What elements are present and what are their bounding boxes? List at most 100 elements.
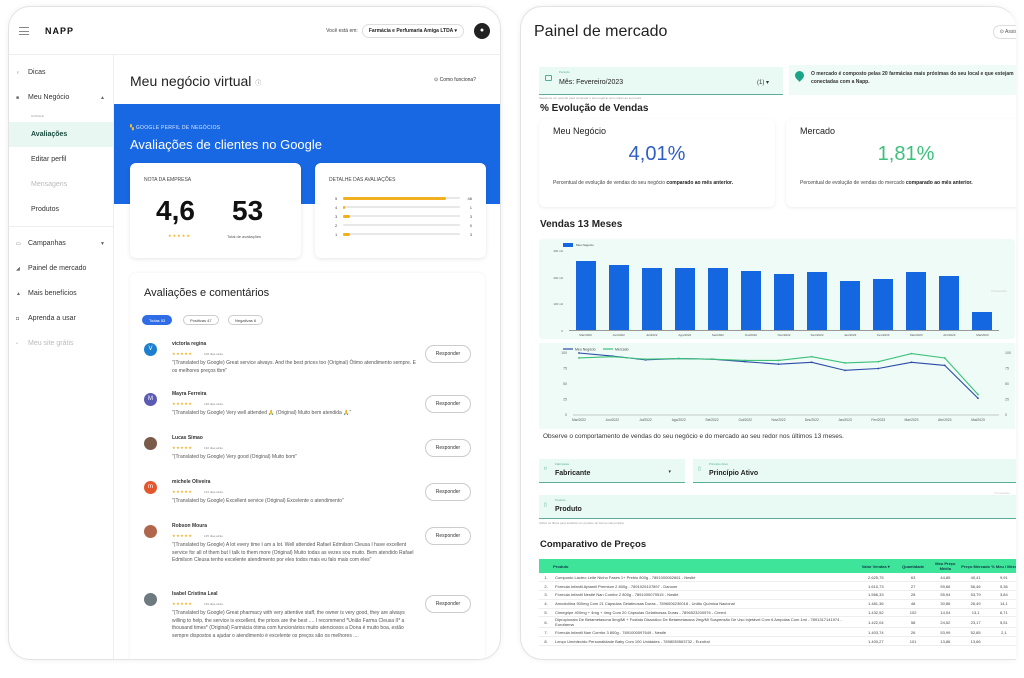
rating-bar <box>343 196 460 200</box>
reply-button[interactable]: Responder <box>425 345 471 363</box>
table-row[interactable]: 6. Dipropionato De Betametasona 5mg/Ml + … <box>539 616 1016 629</box>
table-cell: 2.625,75 <box>855 573 896 583</box>
sidebar-subitem-produtos[interactable]: Produtos <box>31 206 60 213</box>
manufacturer-select[interactable]: ⌑ Fabricante Fabricante ▾ <box>539 459 685 483</box>
product-input[interactable]: ▯ Produto Produto Privacidade <box>539 491 1016 519</box>
reply-button[interactable]: Responder <box>425 439 471 457</box>
sidebar-item-aprenda-usar[interactable]: ◘ Aprenda a usar <box>16 315 76 322</box>
sidebar-item-mais-beneficios[interactable]: ▲ Mais benefícios <box>16 290 77 297</box>
star-count: 0 <box>469 222 472 228</box>
x-axis-label: Fev/2023 <box>871 418 885 422</box>
bar[interactable] <box>906 271 927 330</box>
sidebar-item-meu-negocio[interactable]: ■ Meu Negócio ▲ <box>16 94 105 101</box>
y-axis-tick: 25 <box>563 398 567 402</box>
sales-bar-chart: Meu Negócio 0 100 mil 200 mil 300 mil Mar/20… <box>539 239 1015 339</box>
line-chart-area: 0 0 25 25 50 50 75 75 100 100 Mar/2022 Jun/2022 Jul/… <box>539 343 1015 429</box>
table-row[interactable]: 5. Cimegripe 400mg + 4mg + 4mg Com 20 Cáp… <box>539 608 1016 618</box>
table-row[interactable]: 1. Composto Lácteo Leite Ninho Fases 1+ P… <box>539 573 1016 583</box>
active-ingredient-input[interactable]: ▯ Princípio Ativo Princípio Ativo <box>693 459 1016 483</box>
market-info-text: O mercado é composto pelas 20 farmácias … <box>811 71 1014 85</box>
reply-button[interactable]: Responder <box>425 527 471 545</box>
chevron-down-icon: ▼ <box>100 240 105 247</box>
table-cell: 14,04 <box>930 608 961 618</box>
sidebar-subitem-avaliacoes[interactable]: Avaliações <box>9 122 113 147</box>
reviewer-avatar <box>144 525 157 538</box>
review-text: "(Translated by Google) Excellent servic… <box>172 498 344 504</box>
table-cell: 13,66 <box>960 636 991 647</box>
bar[interactable] <box>807 272 828 330</box>
bar[interactable] <box>873 278 894 330</box>
bar[interactable] <box>840 280 861 330</box>
table-cell: 53,99 <box>930 627 961 638</box>
table-cell: 8. <box>539 636 554 647</box>
y-axis-tick: 50 <box>563 382 567 386</box>
how-it-works-link[interactable]: ⊙ Como funciona? <box>433 77 476 83</box>
table-cell: 26,49 <box>960 599 991 609</box>
bar[interactable] <box>608 264 629 330</box>
filter-negative[interactable]: Negativas 6 <box>228 315 264 325</box>
table-row[interactable]: 4. Amoxicilina 500mg Com 21 Cápsulas Gela… <box>539 599 1016 609</box>
table-row[interactable]: 2. Fórmula Infantil Aptamil Premium 2 800… <box>539 581 1016 592</box>
table-row[interactable]: 3. Fórmula Infantil Nestlé Nan Comfor 2 8… <box>539 590 1016 600</box>
table-cell: 1.403,74 <box>855 627 896 638</box>
bar[interactable] <box>575 261 596 330</box>
table-cell: Lenço Umedecido Personalidade Baby Com 1… <box>553 636 856 647</box>
chart-note: Observe o comportamento de vendas do seu… <box>543 433 844 440</box>
star-count: 3 <box>469 231 472 237</box>
sidebar-subitem-editar-perfil[interactable]: Editar perfil <box>31 156 67 163</box>
table-cell: 102 <box>895 608 931 618</box>
x-axis-label: Jul/2022 <box>646 333 658 337</box>
table-cell: 28 <box>895 590 931 600</box>
column-header: Preço Mercado <box>960 559 991 573</box>
bar[interactable] <box>641 268 662 330</box>
location-pin-icon <box>793 69 806 82</box>
sidebar-item-meu-site[interactable]: ▫ Meu site grátis <box>16 340 74 347</box>
sidebar-item-dicas[interactable]: ♀ Dicas <box>16 69 46 76</box>
bar[interactable] <box>674 267 695 330</box>
table-cell: 2,1 <box>990 627 1016 638</box>
chart-legend: Meu Negócio <box>563 243 594 247</box>
sidebar-item-campanhas[interactable]: ▭ Campanhas ▼ <box>16 240 105 247</box>
reply-button[interactable]: Responder <box>425 595 471 613</box>
sidebar-item-painel-mercado[interactable]: ◢ Painel de mercado <box>16 265 87 272</box>
review-text: "(Translated by Google) Very well attend… <box>172 410 352 416</box>
table-row[interactable]: 7. Fórmula Infantil Nan Comfor 3 800g - 7… <box>539 627 1016 638</box>
sidebar-subitem-mensagens[interactable]: Mensagens <box>31 181 68 188</box>
table-row[interactable]: 8. Lenço Umedecido Personalidade Baby Com… <box>539 636 1016 647</box>
table-cell: 1.422,04 <box>855 616 896 629</box>
reviewer-avatar: M <box>144 393 157 406</box>
x-axis-label: Mai/2023 <box>976 333 989 337</box>
sales-line-chart-container: 0 0 25 25 50 50 75 75 100 100 Mar/2022 Jun/2022 Jul/… <box>539 343 1015 449</box>
column-header[interactable]: Valor Vendas ▾ <box>855 559 896 573</box>
sales-title: Vendas 13 Meses <box>540 219 623 230</box>
table-cell: 40,41 <box>960 573 991 583</box>
reply-button[interactable]: Responder <box>425 395 471 413</box>
filter-positive[interactable]: Positivas 47 <box>183 315 219 325</box>
x-axis-label: Set/2022 <box>711 333 724 337</box>
info-icon[interactable]: ⓘ <box>255 80 262 87</box>
bar[interactable] <box>774 274 794 330</box>
column-header: Produto <box>553 559 856 573</box>
kpi-value: 1,81% <box>877 143 935 165</box>
hamburger-menu-icon[interactable] <box>19 26 29 35</box>
store-selector[interactable]: Farmácia e Perfumaria Amiga LTDA ▾ <box>361 23 464 38</box>
x-axis-label: Jan/2023 <box>838 418 852 422</box>
reply-button[interactable]: Responder <box>425 483 471 501</box>
bar[interactable] <box>972 311 993 330</box>
assistant-button[interactable]: ⊙ Assis <box>992 25 1016 39</box>
table-cell: 13,1 <box>960 608 991 618</box>
play-icon: ⊙ <box>999 29 1004 35</box>
period-selector[interactable]: Período Mês: Fevereiro/2023 (1) ▾ <box>539 67 783 95</box>
user-avatar[interactable]: ● <box>474 22 490 39</box>
table-cell: 6. <box>539 616 554 629</box>
filter-all[interactable]: Todas 53 <box>142 315 173 325</box>
bar[interactable] <box>939 275 960 330</box>
bar[interactable] <box>707 268 728 330</box>
x-axis-label: Jun/2022 <box>605 418 619 422</box>
y-axis-tick: 300 mil <box>553 249 563 253</box>
table-cell: 24,52 <box>930 616 961 629</box>
x-axis-label: Nov/2022 <box>771 418 785 422</box>
bar[interactable] <box>740 271 761 330</box>
y-axis-tick-right: 0 <box>1005 413 1007 417</box>
